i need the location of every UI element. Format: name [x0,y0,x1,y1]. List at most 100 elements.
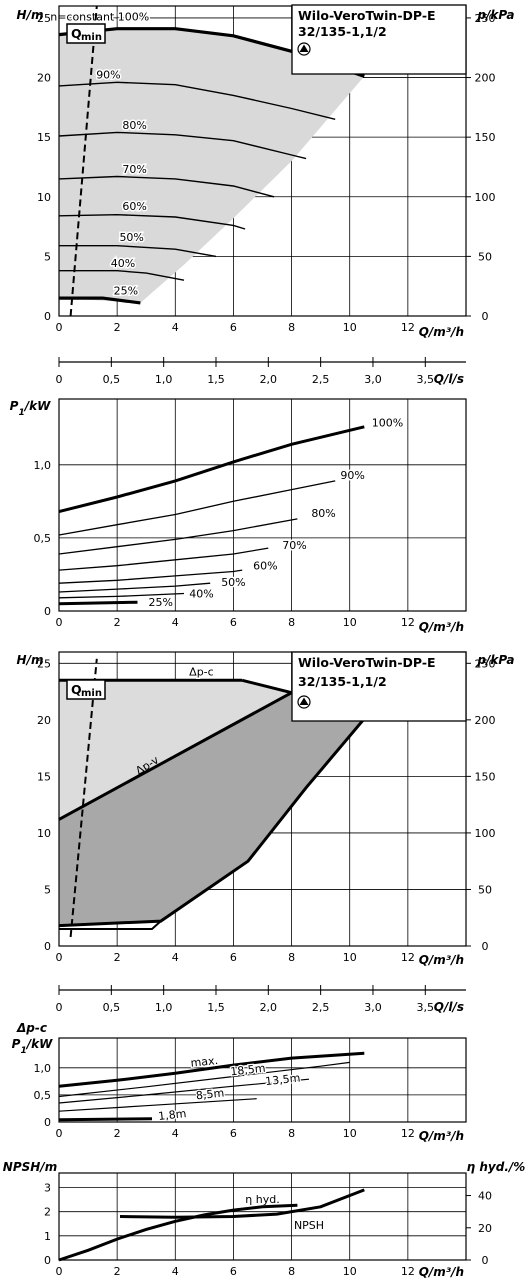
y-tick-label: 0 [44,940,51,953]
x-tick-label: 0 [56,321,63,334]
x-tick-label: 6 [230,1265,237,1278]
x-tick-label: 8 [288,1265,295,1278]
x-tick-label: 10 [343,1127,357,1140]
series-label-hyd: η hyd. [245,1193,279,1206]
curve-13-5m [58,1078,310,1104]
pump-symbol-icon [297,695,311,709]
x-tick-label: 10 [343,951,357,964]
qmin-marker-box: Q min [66,679,106,700]
y-tick-label: 20 [37,714,51,727]
ls-axis-label: Q/l/s [434,372,464,386]
x-tick-label: 12 [401,951,415,964]
y2-tick-label: 200 [475,72,496,85]
ls-tick-label: 1,0 [155,373,173,386]
x-axis-label-q: Q/m³/h [419,620,464,634]
y-tick-label: 10 [37,827,51,840]
y-tick-label: 25 [37,12,51,25]
y2-tick-label: 100 [475,191,496,204]
ls-tick-label: 2,0 [260,1001,278,1014]
series-label-n-constant-100: n=constant 100% [50,10,149,23]
pump-symbol-icon [297,42,311,56]
y2-tick-label: 250 [475,12,496,25]
ls-tick-label: 3,0 [364,1001,382,1014]
x-tick-label: 12 [401,1265,415,1278]
q-ls-axis-2: 0 0,5 1,0 1,5 2,0 2,5 3,0 3,5 Q/l/s [56,985,466,1014]
x-tick-label: 2 [114,321,121,334]
ls-tick-label: 3,5 [417,1001,435,1014]
y-tick-label: 5 [44,883,51,896]
x-tick-label: 12 [401,321,415,334]
panel-head-speed: n=constant 100% 90% 80% 70% 60% 50% 40% 25% 0 2 4… [17,4,515,339]
series-label-25: 25% [149,596,173,609]
y2-tick-label: 200 [475,714,496,727]
x-tick-label: 8 [288,951,295,964]
curve-npsh [119,1188,365,1219]
qmin-marker-box: Q min [66,23,106,44]
y-tick-label: 25 [37,657,51,670]
series-label-80: 80% [311,507,335,520]
y2-tick-label: 150 [475,131,496,144]
ls-tick-label: 0 [56,373,63,386]
pump-model-title-line2: 32/135-1,1/2 [298,24,387,39]
series-label-13-5m: 13,5m [265,1071,301,1088]
x-axis-label-q: Q/m³/h [419,1129,464,1143]
x-tick-label: 4 [172,616,179,629]
y-tick-label: 10 [37,191,51,204]
region-label-dp-c: Δp-c [189,666,214,679]
ls-tick-label: 3,0 [364,373,382,386]
curve-40 [58,592,185,599]
x-tick-label: 12 [401,616,415,629]
series-label-90: 90% [340,469,364,482]
series-label-80: 80% [122,119,146,132]
x-tick-label: 8 [288,321,295,334]
y-tick-label: 1,0 [34,459,52,472]
curve-40 [59,270,185,281]
ls-tick-label: 0,5 [103,1001,121,1014]
ls-tick-label: 1,5 [207,1001,225,1014]
y-tick-label: 2 [44,1206,51,1219]
x-tick-label: 4 [172,1127,179,1140]
x-tick-label: 6 [230,616,237,629]
y2-tick-label: 0 [482,1254,489,1267]
x-axis-label-q: Q/m³/h [419,1265,464,1279]
y-tick-label: 0 [44,1254,51,1267]
y2-axis-label-eta: η hyd./% [467,1160,526,1174]
x-tick-label: 2 [114,1265,121,1278]
curve-min [59,920,162,930]
curve-50 [58,582,211,593]
x-tick-label: 8 [288,1127,295,1140]
qmin-label-sub: min [81,32,102,43]
x-tick-label: 6 [230,1127,237,1140]
y-axis-label-npsh: NPSH/m [3,1160,57,1174]
y-tick-label: 0 [44,1116,51,1129]
ls-tick-label: 2,0 [260,373,278,386]
ls-tick-label: 0 [56,1001,63,1014]
y2-tick-label: 250 [475,657,496,670]
y-tick-label: 0,5 [34,532,52,545]
series-label-50: 50% [119,231,143,244]
x-tick-label: 10 [343,321,357,334]
y-axis-label-head: H/m [17,8,44,22]
ls-axis-label: Q/l/s [434,1000,464,1014]
y-tick-label: 20 [37,72,51,85]
ls-tick-label: 2,5 [312,373,330,386]
pump-model-title-line1: Wilo-VeroTwin-DP-E [298,655,436,670]
ls-tick-label: 2,5 [312,1001,330,1014]
x-tick-label: 4 [172,1265,179,1278]
curve-max [58,1051,365,1088]
curve-18-5m [58,1061,350,1098]
y2-tick-label: 50 [478,250,492,263]
series-label-25: 25% [114,285,138,298]
y2-tick-label: 50 [478,883,492,896]
curve-50 [59,245,217,258]
title-box-control: Wilo-VeroTwin-DP-E 32/135-1,1/2 [291,651,467,722]
panel-head-control: Δp-cΔp-vmax. 024681012051015202505010015… [17,651,515,967]
series-label-40: 40% [111,257,135,270]
ls-tick-label: 1,5 [207,373,225,386]
x-tick-label: 0 [56,1265,63,1278]
y-tick-label: 0 [44,310,51,323]
ls-tick-label: 3,5 [417,373,435,386]
curve-100 [58,425,365,514]
x-tick-label: 2 [114,1127,121,1140]
